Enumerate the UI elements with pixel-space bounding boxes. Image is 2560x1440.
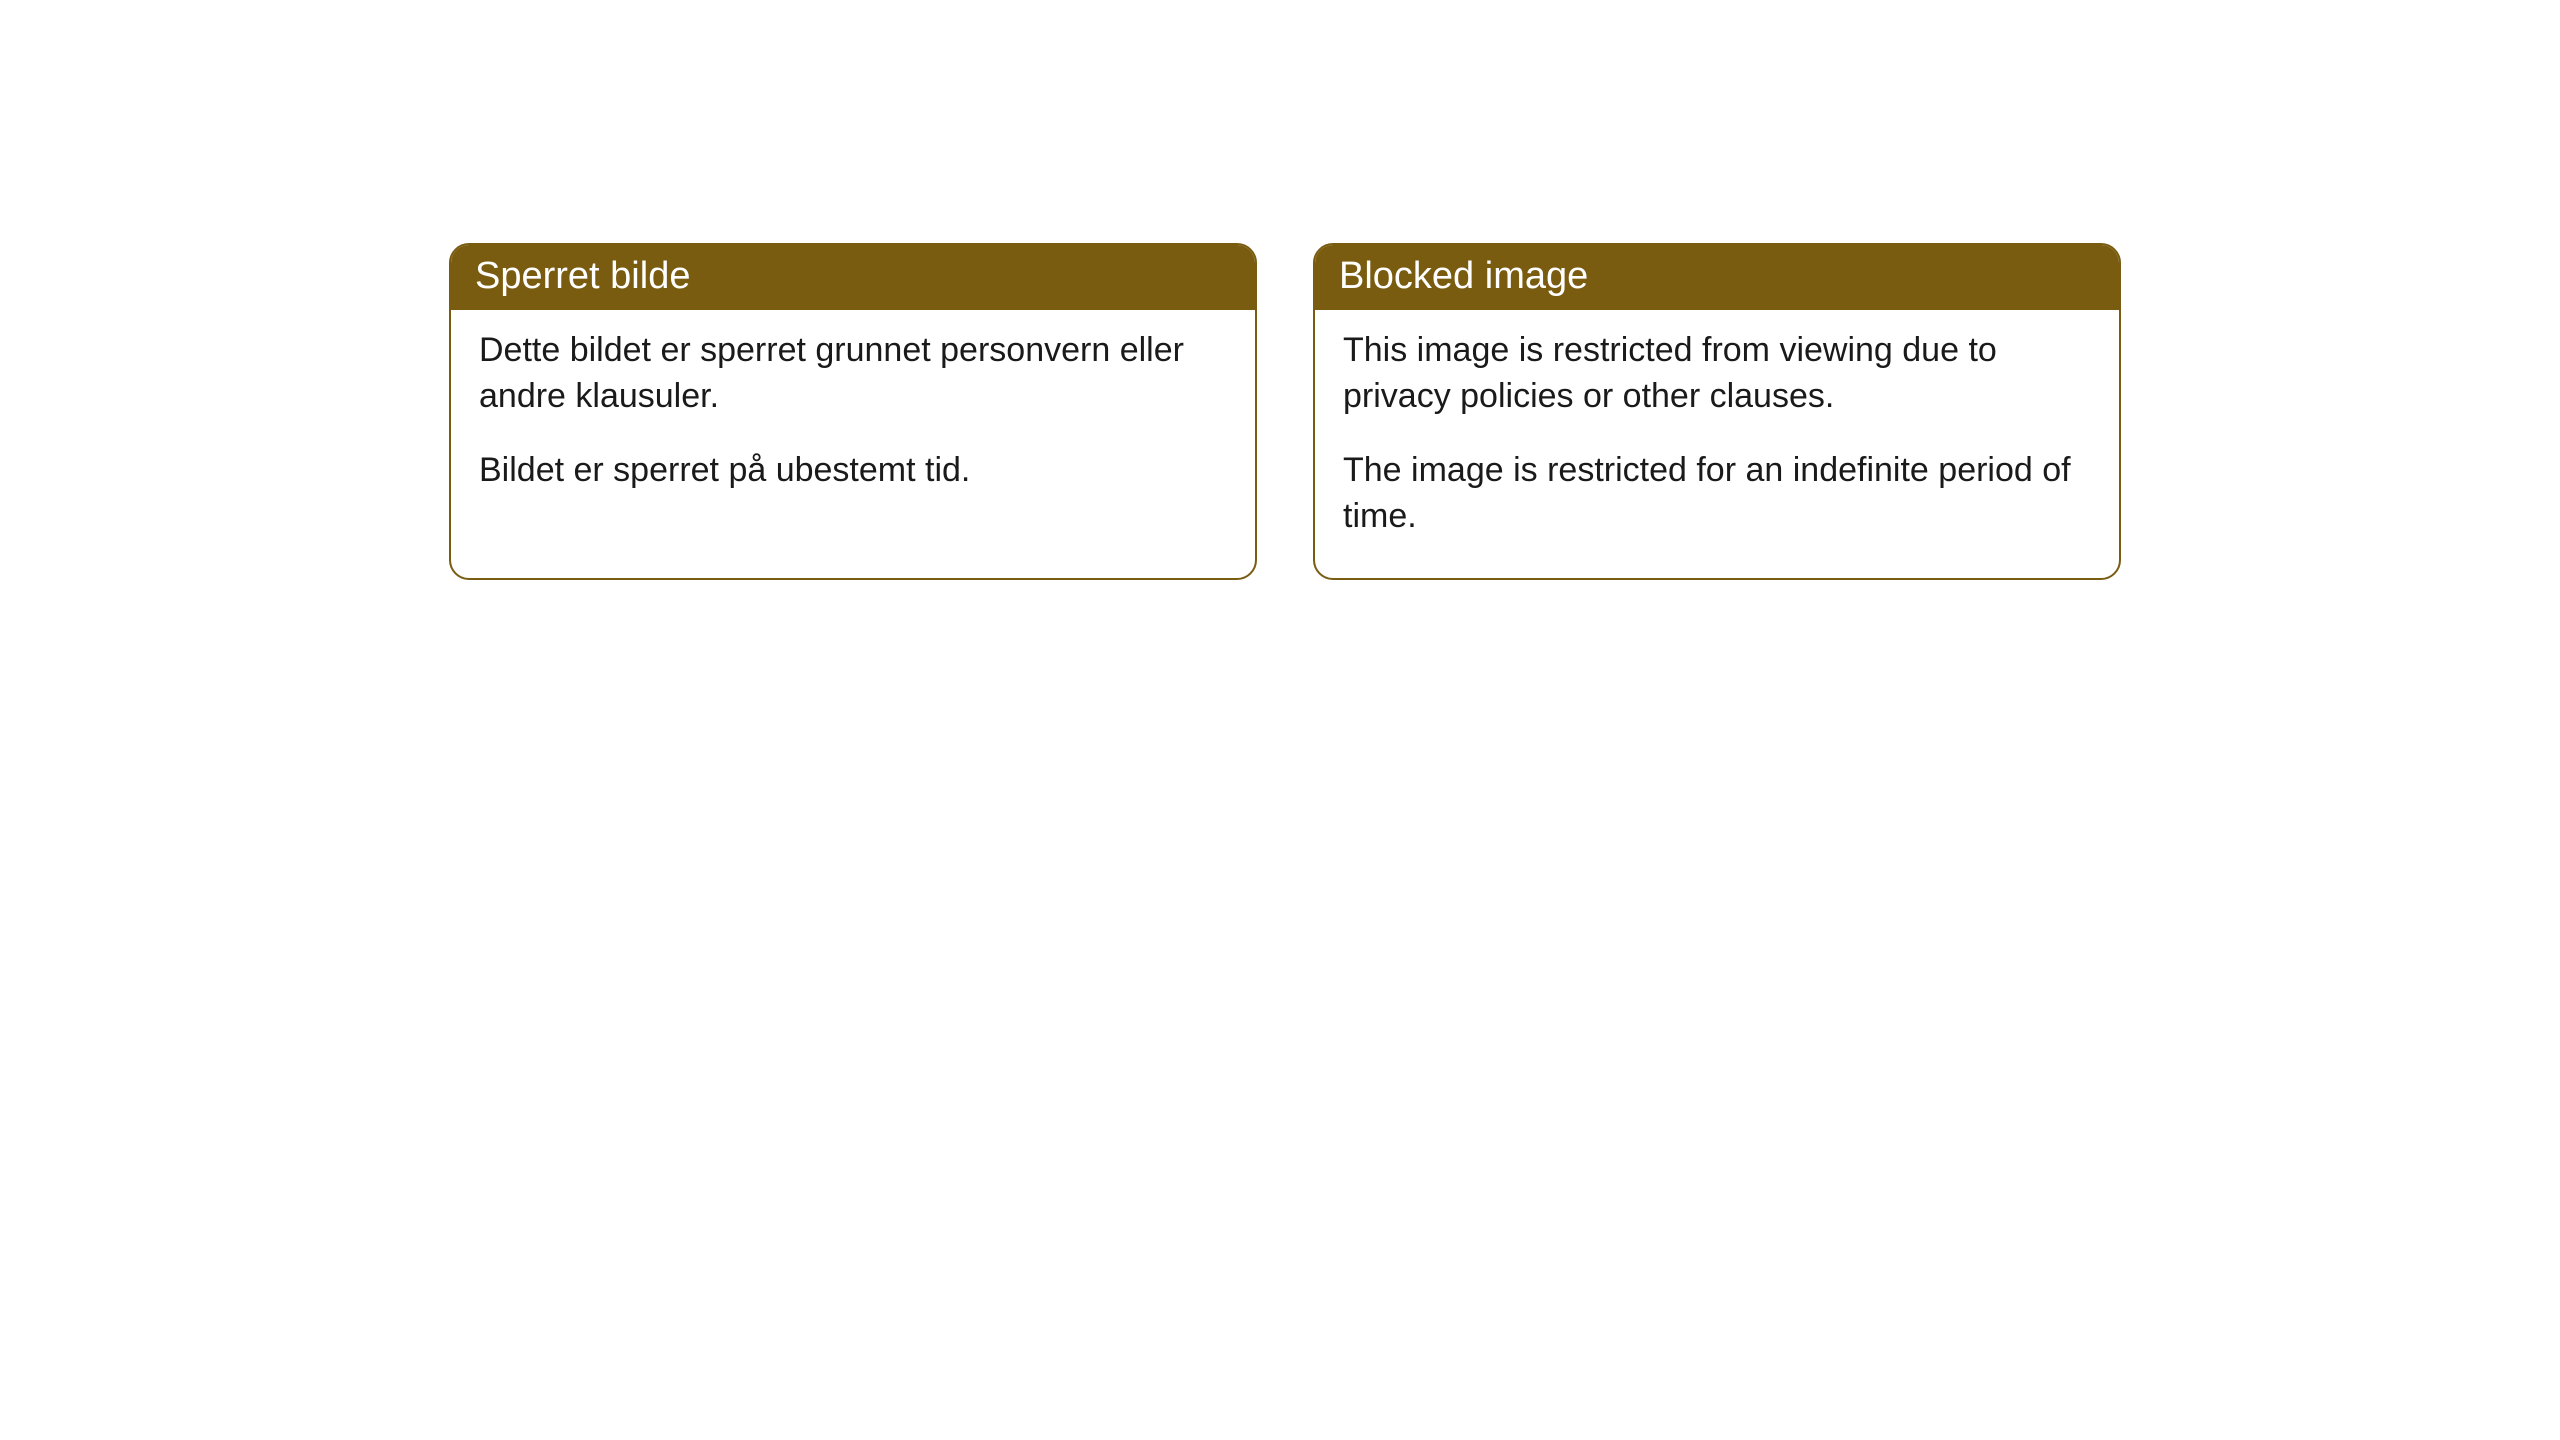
card-body: This image is restricted from viewing du… bbox=[1315, 310, 2119, 578]
blocked-image-card-no: Sperret bilde Dette bildet er sperret gr… bbox=[449, 243, 1257, 580]
card-title: Sperret bilde bbox=[451, 245, 1255, 310]
card-title: Blocked image bbox=[1315, 245, 2119, 310]
card-paragraph: Dette bildet er sperret grunnet personve… bbox=[479, 328, 1227, 420]
cards-container: Sperret bilde Dette bildet er sperret gr… bbox=[0, 0, 2560, 580]
blocked-image-card-en: Blocked image This image is restricted f… bbox=[1313, 243, 2121, 580]
card-paragraph: This image is restricted from viewing du… bbox=[1343, 328, 2091, 420]
card-paragraph: The image is restricted for an indefinit… bbox=[1343, 448, 2091, 540]
card-paragraph: Bildet er sperret på ubestemt tid. bbox=[479, 448, 1227, 494]
card-body: Dette bildet er sperret grunnet personve… bbox=[451, 310, 1255, 532]
